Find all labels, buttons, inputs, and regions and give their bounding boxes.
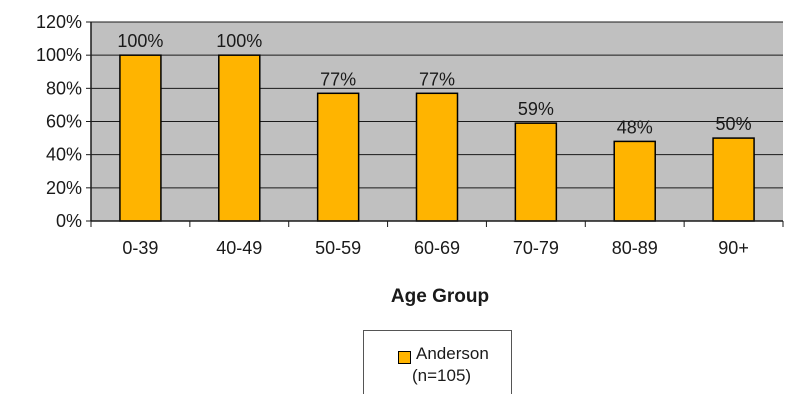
y-tick-label: 20% [46, 178, 82, 198]
data-label: 77% [419, 69, 455, 89]
x-tick-label: 0-39 [122, 238, 158, 258]
x-tick-label: 80-89 [612, 238, 658, 258]
x-tick-label: 90+ [718, 238, 749, 258]
x-tick-label: 40-49 [216, 238, 262, 258]
bar-0-39 [119, 54, 162, 222]
legend-label: Anderson [416, 344, 489, 363]
bar-60-69 [415, 92, 459, 222]
data-label: 100% [117, 31, 163, 51]
bars [119, 54, 755, 222]
bar-70-79 [514, 122, 558, 222]
bar-chart: 100% 100% 77% 77% 59% 48% 50% 0% 20% 40% 60% 80% 10… [36, 12, 784, 307]
data-label: 50% [716, 114, 752, 134]
y-tick-label: 120% [36, 12, 82, 32]
legend-sublabel: (n=105) [412, 366, 472, 385]
x-tick-label: 60-69 [414, 238, 460, 258]
data-label: 77% [320, 69, 356, 89]
data-label: 100% [216, 31, 262, 51]
legend-swatch [398, 351, 411, 364]
bar-40-49 [218, 54, 261, 222]
bar-80-89 [613, 140, 656, 222]
x-tick-label: 70-79 [513, 238, 559, 258]
x-tick-label: 50-59 [315, 238, 361, 258]
y-tick-label: 40% [46, 145, 82, 165]
y-tick-label: 100% [36, 45, 82, 65]
data-label: 59% [518, 99, 554, 119]
data-label: 48% [617, 117, 653, 137]
axes [86, 21, 784, 227]
x-axis-title: Age Group [391, 286, 489, 307]
y-tick-label: 0% [56, 211, 82, 231]
x-tick-labels: 0-39 40-49 50-59 60-69 70-79 80-89 90+ [122, 238, 748, 258]
y-tick-label: 80% [46, 78, 82, 98]
legend: Anderson (n=105) [363, 330, 512, 394]
data-labels: 100% 100% 77% 77% 59% 48% 50% [117, 31, 751, 137]
bar-90+ [712, 137, 755, 222]
y-tick-label: 60% [46, 112, 82, 132]
bar-50-59 [316, 92, 360, 222]
y-tick-labels: 0% 20% 40% 60% 80% 100% 120% [36, 12, 82, 231]
